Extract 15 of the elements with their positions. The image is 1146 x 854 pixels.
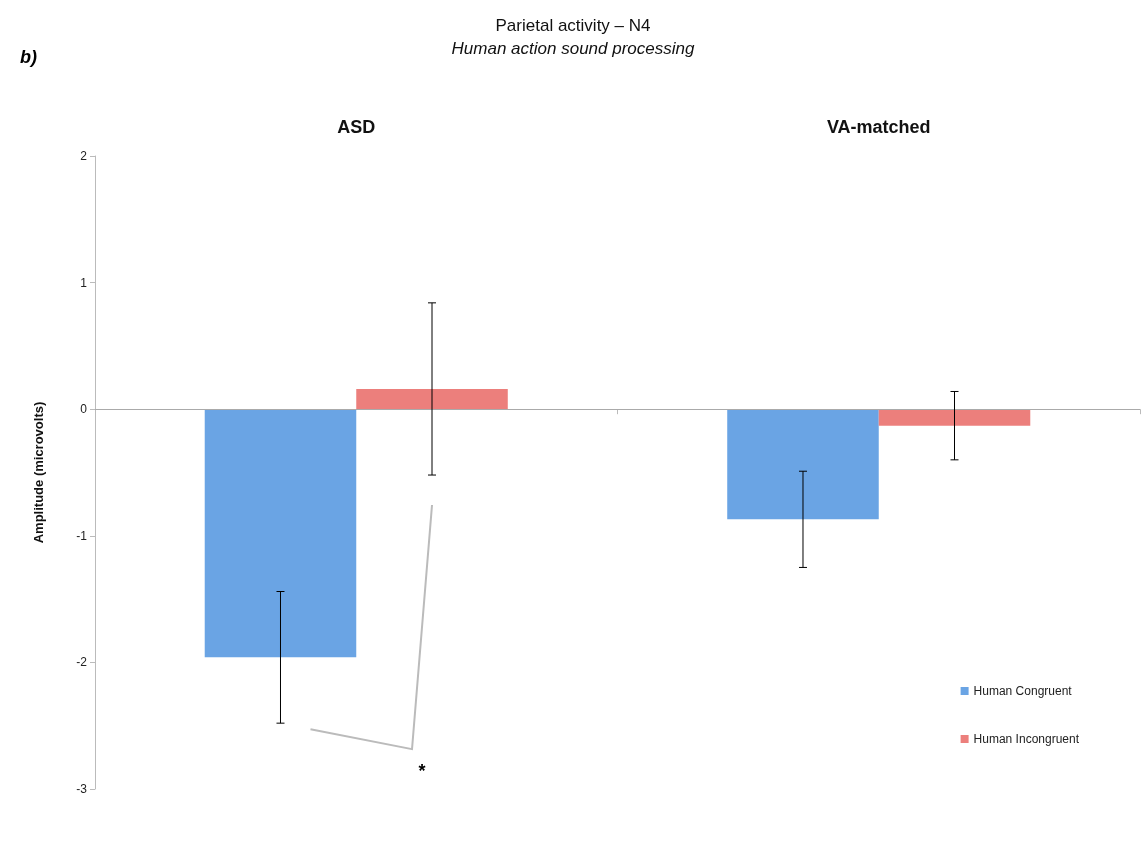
x-tick-label: VA-matched bbox=[826, 117, 931, 137]
x-tick-label: ASD bbox=[337, 117, 376, 137]
y-tick-label: -2 bbox=[76, 655, 88, 670]
legend-label: Human Incongruent bbox=[973, 732, 1080, 746]
y-tick-label: 1 bbox=[80, 275, 88, 290]
y-tick-label: -3 bbox=[76, 782, 88, 796]
chart-title: Parietal activity – N4 bbox=[495, 16, 651, 35]
text: b) bbox=[20, 47, 37, 67]
y-tick-label: -1 bbox=[76, 528, 88, 543]
legend-label: Human Congruent bbox=[973, 684, 1073, 698]
annotation: * bbox=[418, 761, 426, 782]
chart-subtitle: Human action sound processing bbox=[451, 39, 695, 58]
y-tick-label: 0 bbox=[80, 402, 88, 417]
y-tick-label: 2 bbox=[80, 149, 88, 163]
y-axis-title: Amplitude (microvolts) bbox=[31, 401, 46, 544]
